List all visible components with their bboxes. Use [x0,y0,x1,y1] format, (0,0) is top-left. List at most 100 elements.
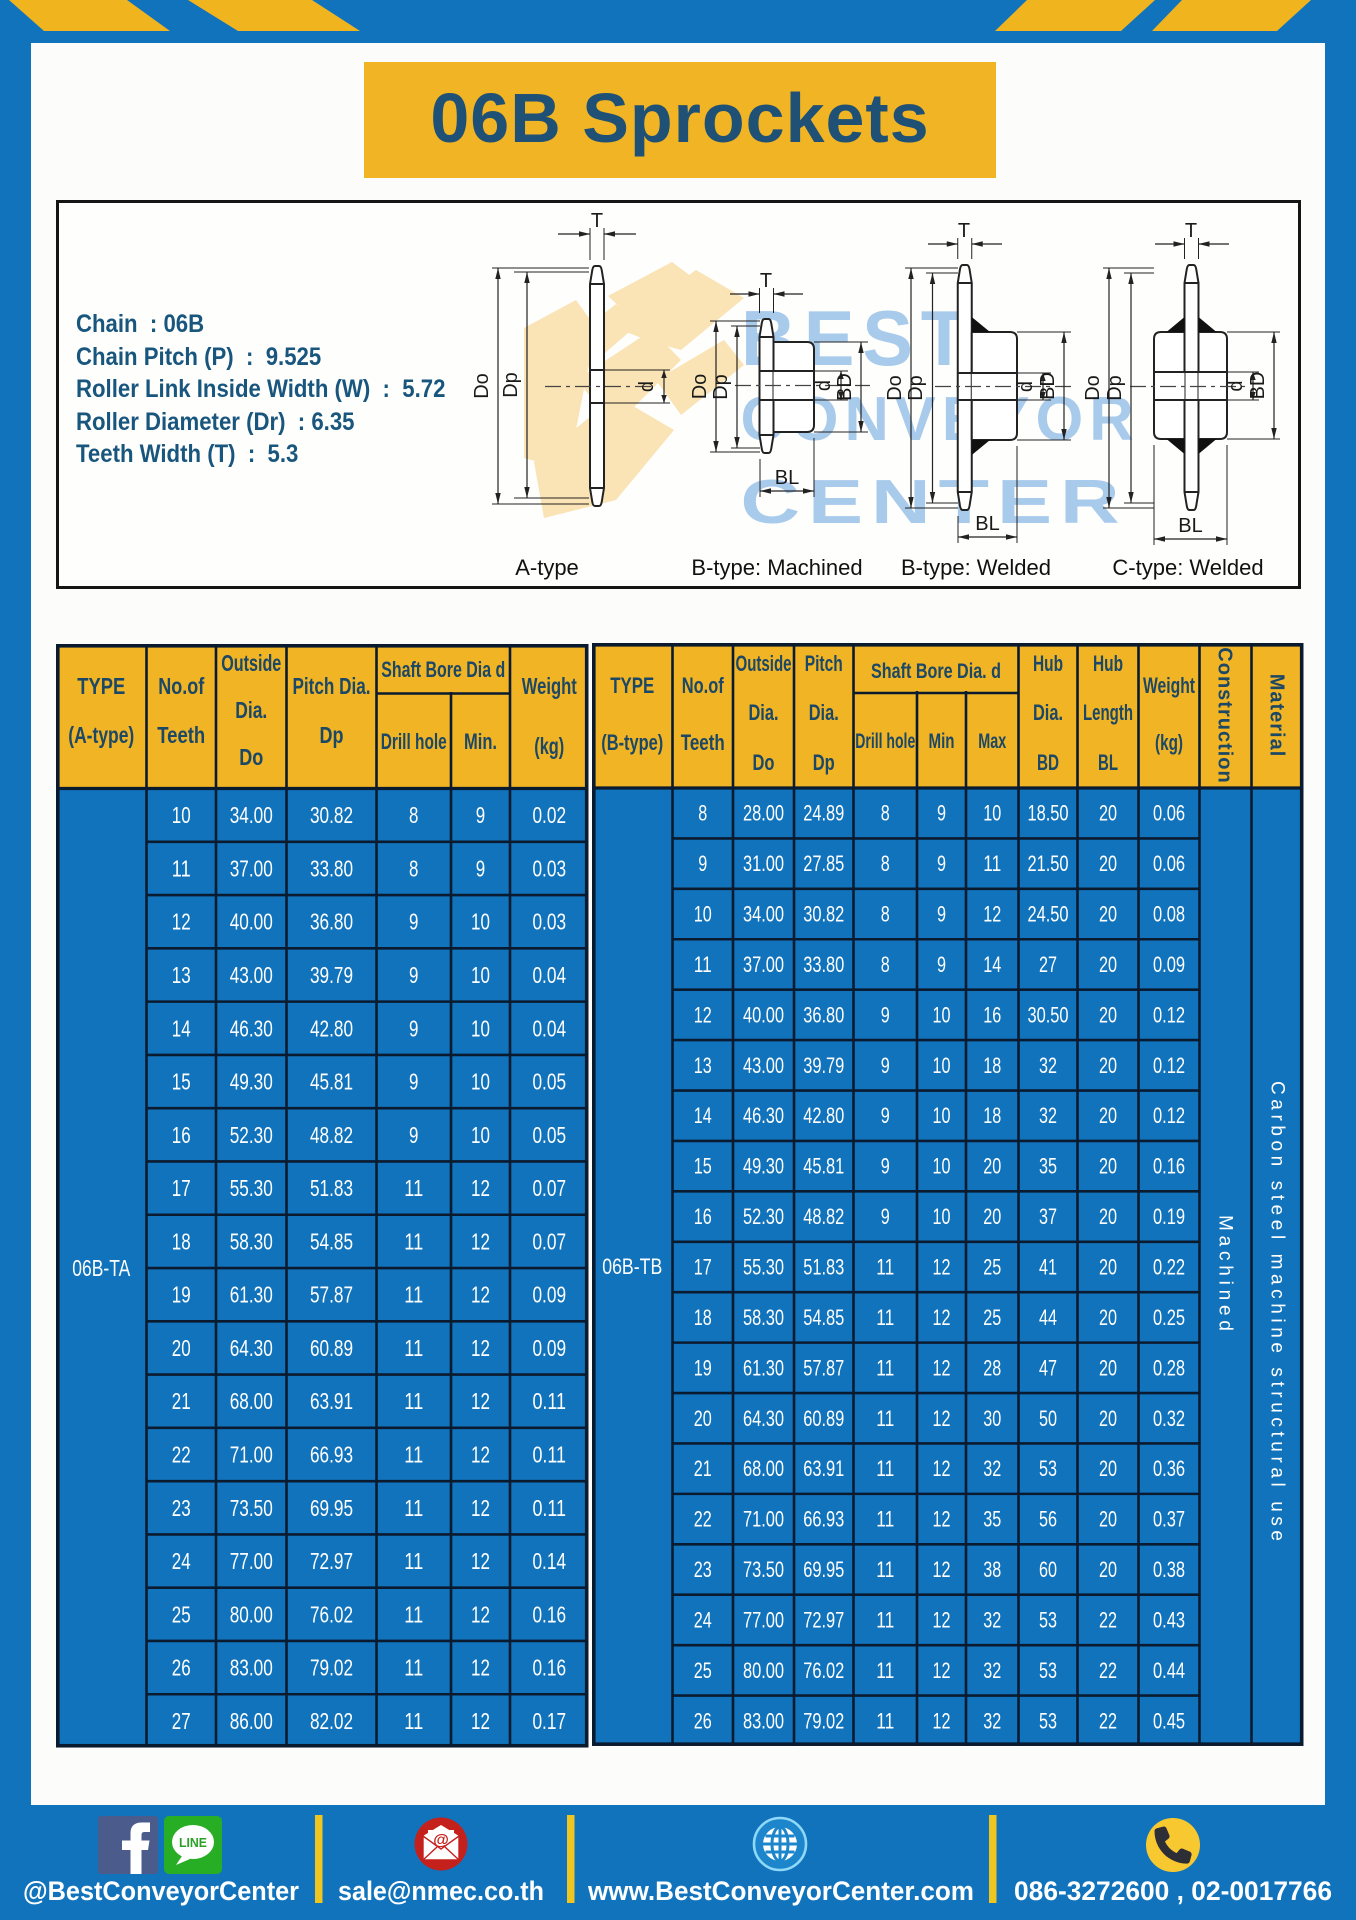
svg-text:30.82: 30.82 [803,902,844,927]
svg-text:(B-type): (B-type) [601,730,663,755]
svg-text:BL: BL [1178,515,1202,537]
svg-text:Do: Do [471,373,493,399]
svg-text:76.02: 76.02 [803,1658,844,1683]
svg-text:58.30: 58.30 [229,1228,272,1254]
svg-text:73.50: 73.50 [742,1557,783,1582]
svg-text:0.07: 0.07 [532,1175,566,1201]
svg-text:16: 16 [693,1204,711,1229]
svg-text:45.81: 45.81 [310,1068,353,1094]
svg-text:sale@nmec.co.th: sale@nmec.co.th [338,1876,544,1906]
svg-text:Drill hole: Drill hole [855,730,915,753]
svg-text:10: 10 [471,961,490,987]
svg-text:0.12: 0.12 [1152,1002,1184,1027]
svg-text:82.02: 82.02 [310,1707,353,1733]
svg-text:14: 14 [693,1103,711,1128]
svg-text:Dp: Dp [500,372,522,398]
svg-text:10: 10 [932,1002,950,1027]
svg-text:13: 13 [693,1053,711,1078]
svg-text:Min: Min [928,730,954,753]
svg-text:9: 9 [409,961,418,987]
svg-text:50: 50 [1039,1406,1057,1431]
svg-text:27: 27 [171,1707,190,1733]
svg-text:Construction: Construction [1213,647,1235,783]
svg-text:28.00: 28.00 [742,801,783,826]
svg-text:30.82: 30.82 [310,802,353,828]
svg-text:0.05: 0.05 [532,1068,566,1094]
svg-text:69.95: 69.95 [310,1494,353,1520]
svg-text:11: 11 [876,1658,894,1683]
svg-text:Dp: Dp [319,722,343,748]
svg-text:BL: BL [775,467,799,489]
svg-text:16: 16 [171,1121,190,1147]
svg-text:Dp: Dp [710,374,732,400]
svg-text:10: 10 [471,1015,490,1041]
svg-text:12: 12 [471,1228,490,1254]
svg-text:21.50: 21.50 [1027,851,1068,876]
svg-text:66.93: 66.93 [310,1441,353,1467]
svg-text:11: 11 [876,1708,894,1733]
svg-text:Pitch: Pitch [804,651,842,676]
svg-text:0.04: 0.04 [532,1015,566,1041]
svg-text:20: 20 [1099,1053,1117,1078]
svg-text:71.00: 71.00 [229,1441,272,1467]
svg-text:20: 20 [1099,1103,1117,1128]
svg-text:48.82: 48.82 [310,1121,353,1147]
svg-text:10: 10 [693,902,711,927]
svg-text:Do: Do [689,374,711,400]
svg-text:9: 9 [880,1154,889,1179]
svg-text:39.79: 39.79 [310,961,353,987]
svg-text:d: d [813,380,835,391]
svg-text:Shaft Bore Dia. d: Shaft Bore Dia. d [871,660,1001,683]
svg-text:(kg): (kg) [534,733,564,759]
svg-text:8: 8 [880,801,889,826]
svg-text:12: 12 [932,1607,950,1632]
svg-text:25: 25 [983,1305,1001,1330]
svg-text:21: 21 [693,1456,711,1481]
svg-text:12: 12 [471,1334,490,1360]
svg-text:Outside: Outside [735,651,791,676]
svg-text:46.30: 46.30 [229,1015,272,1041]
svg-text:9: 9 [475,855,484,881]
svg-text:20: 20 [171,1334,190,1360]
svg-text:68.00: 68.00 [229,1388,272,1414]
svg-text:43.00: 43.00 [742,1053,783,1078]
svg-text:0.04: 0.04 [532,961,566,987]
svg-text:06B-TA: 06B-TA [72,1255,130,1281]
svg-text:79.02: 79.02 [310,1654,353,1680]
svg-text:0.16: 0.16 [1152,1154,1184,1179]
svg-text:TYPE: TYPE [610,673,654,698]
svg-text:36.80: 36.80 [310,908,353,934]
svg-text:18.50: 18.50 [1027,801,1068,826]
svg-text:11: 11 [404,1654,423,1680]
svg-text:(A-type): (A-type) [68,722,134,748]
svg-text:0.09: 0.09 [532,1334,566,1360]
svg-text:46.30: 46.30 [742,1103,783,1128]
svg-text:10: 10 [932,1103,950,1128]
svg-text:47: 47 [1039,1355,1057,1380]
svg-text:12: 12 [471,1494,490,1520]
svg-text:48.82: 48.82 [803,1204,844,1229]
svg-text:No.of: No.of [158,673,204,699]
svg-text:20: 20 [1099,1355,1117,1380]
svg-text:@BestConveyorCenter: @BestConveyorCenter [23,1876,299,1906]
svg-text:57.87: 57.87 [803,1355,844,1380]
svg-text:22: 22 [1099,1708,1117,1733]
svg-text:19: 19 [693,1355,711,1380]
svg-text:54.85: 54.85 [803,1305,844,1330]
svg-text:10: 10 [171,802,190,828]
svg-text:06B-TB: 06B-TB [602,1254,662,1279]
svg-text:Teeth: Teeth [157,722,205,748]
svg-text:T: T [591,210,603,232]
svg-text:32: 32 [983,1658,1001,1683]
svg-text:20: 20 [1099,1305,1117,1330]
svg-text:9: 9 [409,1068,418,1094]
svg-text:24: 24 [693,1607,711,1632]
svg-text:Dia.: Dia. [1033,700,1063,725]
svg-text:24.89: 24.89 [803,801,844,826]
svg-text:25: 25 [983,1254,1001,1279]
svg-text:Dia.: Dia. [748,700,778,725]
svg-text:Weight: Weight [1143,673,1195,698]
svg-text:12: 12 [471,1388,490,1414]
svg-text:0.22: 0.22 [1152,1254,1184,1279]
svg-text:0.11: 0.11 [532,1494,566,1520]
